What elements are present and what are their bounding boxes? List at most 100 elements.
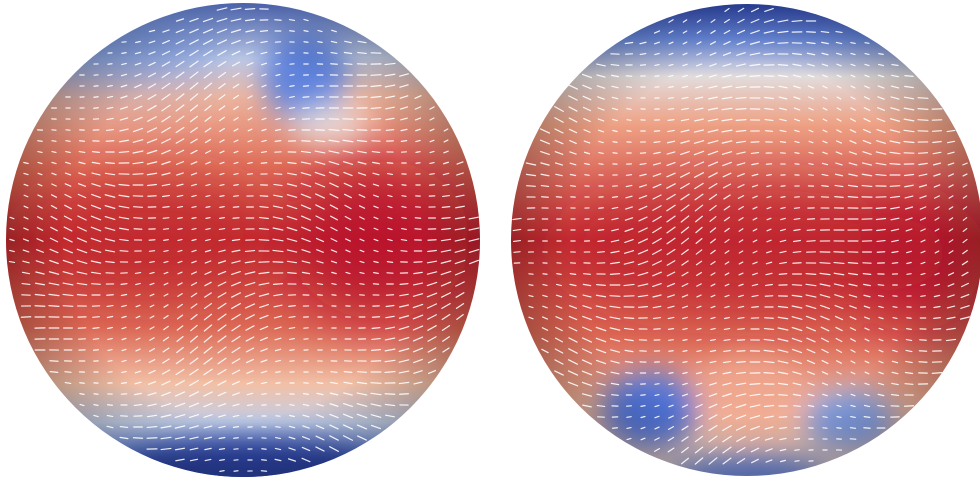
flow-arrow xyxy=(749,393,761,397)
flow-arrow xyxy=(875,206,887,210)
flow-arrow xyxy=(107,337,113,341)
flow-arrow xyxy=(273,304,283,308)
flow-arrow xyxy=(104,249,116,253)
flow-arrow xyxy=(707,161,719,167)
flow-arrow xyxy=(905,349,913,353)
flow-arrow xyxy=(681,107,689,111)
flow-arrow xyxy=(805,283,817,287)
flow-arrow xyxy=(219,161,225,165)
flow-arrow xyxy=(554,337,564,343)
flow-arrow xyxy=(204,104,212,112)
flow-arrow xyxy=(724,272,730,276)
flow-arrow xyxy=(300,172,312,176)
flow-arrow xyxy=(162,347,170,353)
flow-arrow xyxy=(161,82,171,90)
flow-arrow xyxy=(414,117,422,121)
flow-arrow xyxy=(373,249,379,253)
flow-arrow xyxy=(623,250,635,254)
flow-arrow xyxy=(597,218,605,220)
flow-arrow xyxy=(343,371,353,373)
flow-arrow xyxy=(666,237,676,245)
flow-arrow xyxy=(820,315,830,321)
flow-arrow xyxy=(23,161,29,165)
flow-arrow xyxy=(962,238,968,244)
flow-arrow xyxy=(961,260,969,266)
flow-arrow xyxy=(555,173,563,177)
flow-arrow xyxy=(429,128,435,132)
flow-arrow xyxy=(344,227,352,231)
flow-arrow xyxy=(317,29,323,33)
flow-arrow xyxy=(777,305,789,309)
flow-arrow xyxy=(708,172,718,178)
flow-arrow xyxy=(107,63,113,65)
flow-arrow xyxy=(696,316,702,320)
flow-arrow xyxy=(135,337,141,341)
flow-arrow xyxy=(721,96,733,100)
flow-arrow xyxy=(807,74,815,78)
flow-arrow xyxy=(398,348,410,352)
flow-arrow xyxy=(288,326,296,330)
flow-arrow xyxy=(148,250,156,252)
flow-arrow xyxy=(135,348,141,352)
flow-arrow xyxy=(104,172,116,176)
flow-arrow xyxy=(667,119,675,121)
flow-arrow xyxy=(542,305,548,309)
flow-arrow xyxy=(161,115,171,123)
flow-arrow xyxy=(64,204,72,210)
flow-arrow xyxy=(708,457,718,465)
flow-arrow xyxy=(274,326,282,330)
flow-arrow xyxy=(554,359,564,365)
flow-arrow xyxy=(385,304,395,308)
flow-arrow xyxy=(246,51,254,55)
flow-arrow xyxy=(821,185,829,187)
flow-arrow xyxy=(891,262,899,264)
flow-arrow xyxy=(876,251,886,253)
flow-arrow xyxy=(822,393,828,397)
flow-arrow xyxy=(400,238,408,242)
flow-arrow xyxy=(962,162,968,166)
flow-arrow xyxy=(455,194,465,198)
flow-arrow xyxy=(540,150,550,156)
flow-arrow xyxy=(204,458,212,462)
flow-arrow xyxy=(119,117,129,121)
flow-arrow xyxy=(751,184,759,188)
flow-arrow xyxy=(808,107,814,111)
flow-arrow xyxy=(890,107,900,111)
flow-arrow xyxy=(680,226,690,234)
flow-arrow xyxy=(848,283,858,287)
flow-arrow xyxy=(414,95,422,99)
flow-arrow xyxy=(652,237,662,245)
flow-arrow xyxy=(876,140,886,144)
flow-arrow xyxy=(48,305,60,307)
flow-arrow xyxy=(918,184,928,188)
flow-arrow xyxy=(231,39,241,45)
flow-arrow xyxy=(288,315,296,319)
flow-arrow xyxy=(330,226,338,232)
flow-arrow xyxy=(175,115,185,123)
flow-arrow xyxy=(23,172,29,176)
flow-arrow xyxy=(568,326,578,332)
flow-arrow xyxy=(581,393,593,397)
flow-arrow xyxy=(301,150,311,154)
flow-arrow xyxy=(231,61,241,67)
flow-arrow xyxy=(763,52,775,56)
flow-arrow xyxy=(359,271,365,275)
flow-arrow xyxy=(160,402,172,408)
flow-arrow xyxy=(328,128,340,132)
flow-arrow xyxy=(149,315,155,319)
flow-arrow xyxy=(370,84,382,88)
flow-arrow xyxy=(611,96,619,100)
flow-arrow xyxy=(623,261,635,265)
flow-arrow xyxy=(554,117,564,123)
flow-arrow xyxy=(162,228,170,230)
flow-arrow xyxy=(174,436,186,440)
flow-arrow xyxy=(737,184,745,188)
flow-arrow xyxy=(948,184,954,188)
flow-arrow xyxy=(681,260,689,266)
flow-arrow xyxy=(231,313,241,321)
flow-arrow xyxy=(358,205,366,209)
flow-arrow xyxy=(120,106,128,110)
flow-arrow xyxy=(780,206,786,210)
flow-arrow xyxy=(176,172,184,176)
flow-arrow xyxy=(231,238,241,242)
